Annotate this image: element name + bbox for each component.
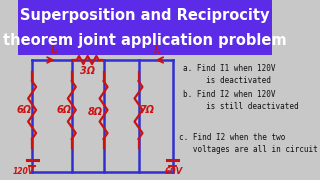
Text: theorem joint application problem: theorem joint application problem	[3, 33, 287, 48]
Text: a. Find I1 when 120V: a. Find I1 when 120V	[183, 64, 276, 73]
Text: 8Ω: 8Ω	[88, 107, 103, 117]
Text: Superposition and Reciprocity: Superposition and Reciprocity	[20, 8, 270, 22]
Text: 60V: 60V	[164, 168, 183, 177]
Text: b. Find I2 when 120V: b. Find I2 when 120V	[183, 89, 276, 98]
Text: 7Ω: 7Ω	[139, 105, 154, 115]
Text: is still deactivated: is still deactivated	[183, 102, 299, 111]
FancyBboxPatch shape	[18, 0, 272, 55]
Text: 3Ω: 3Ω	[80, 66, 95, 76]
Text: 6Ω: 6Ω	[17, 105, 32, 115]
Text: is deactivated: is deactivated	[183, 75, 271, 84]
Text: I₂: I₂	[51, 45, 59, 55]
Text: I₁: I₁	[154, 45, 162, 55]
Text: c. Find I2 when the two: c. Find I2 when the two	[179, 134, 285, 143]
Text: 120V: 120V	[12, 168, 34, 177]
Text: voltages are all in circuit: voltages are all in circuit	[179, 145, 318, 154]
Text: 6Ω: 6Ω	[56, 105, 71, 115]
